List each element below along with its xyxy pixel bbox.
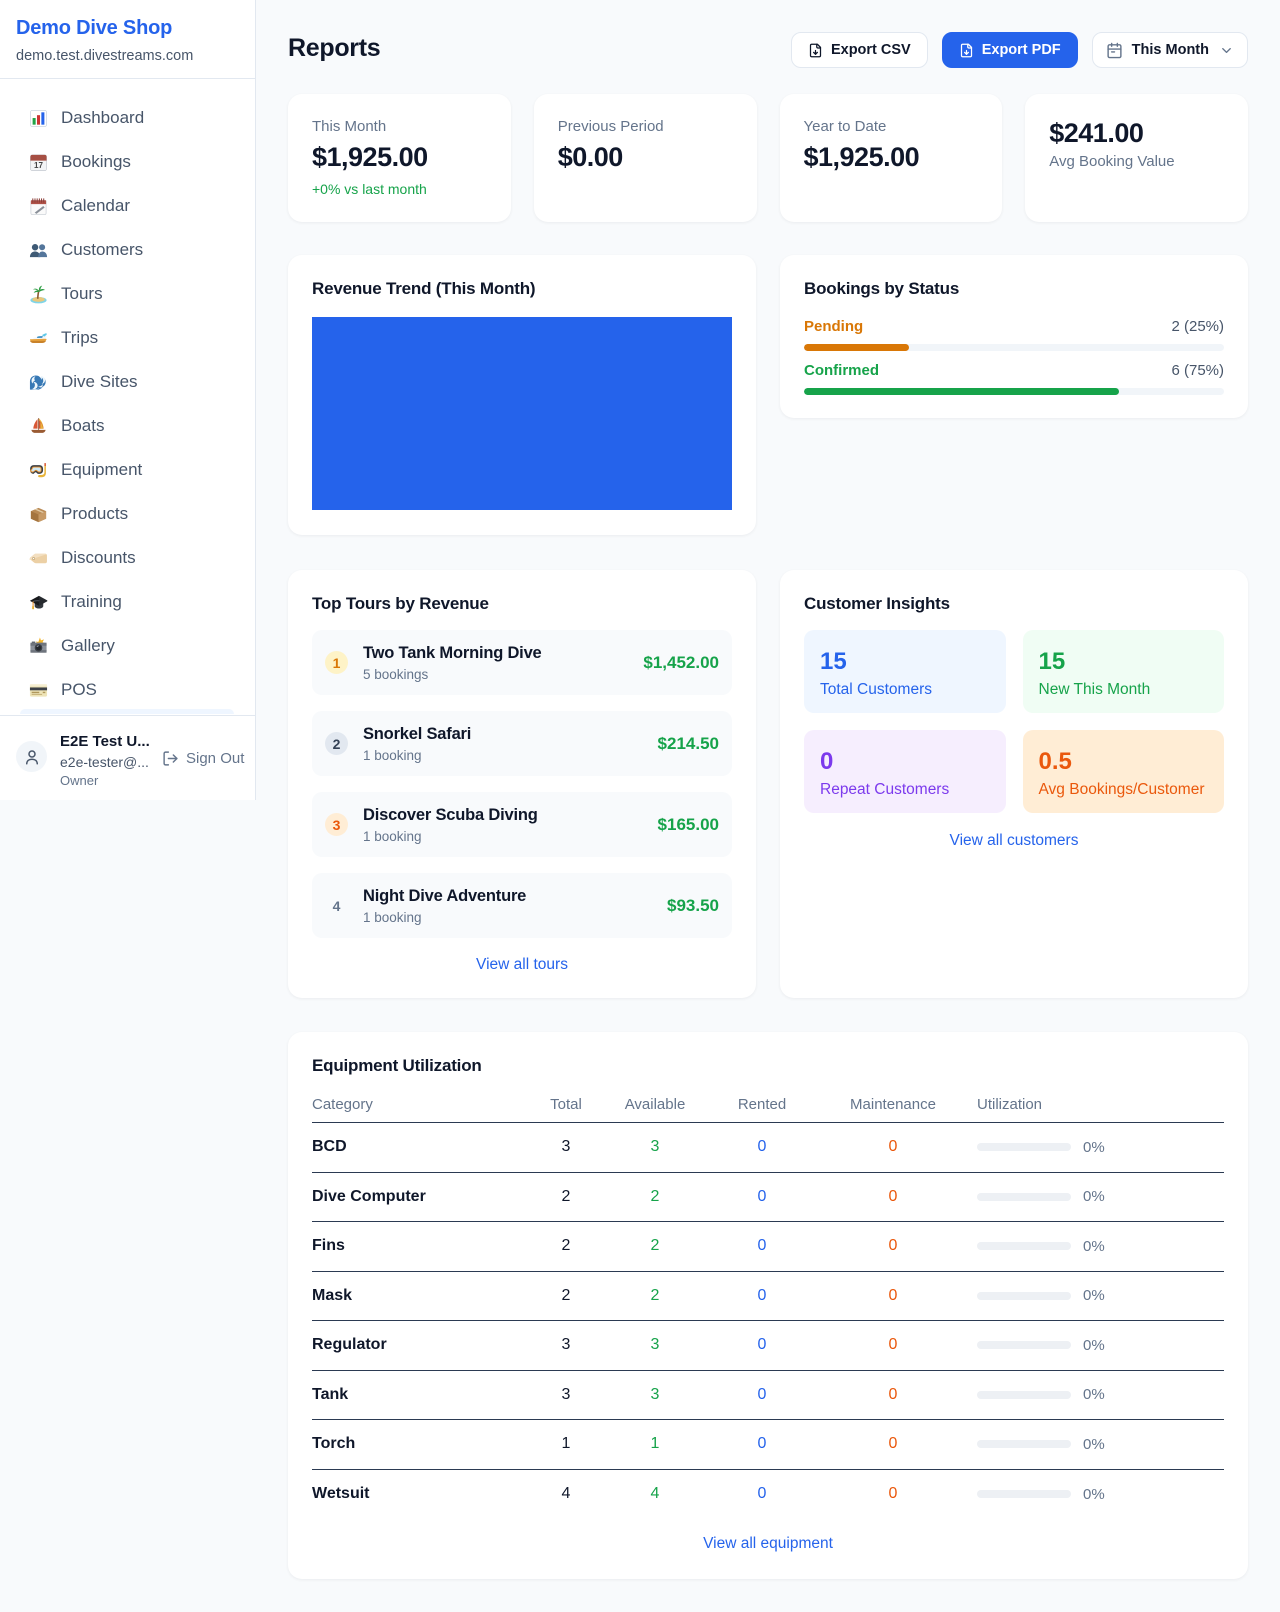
svg-text:17: 17 bbox=[34, 161, 43, 170]
